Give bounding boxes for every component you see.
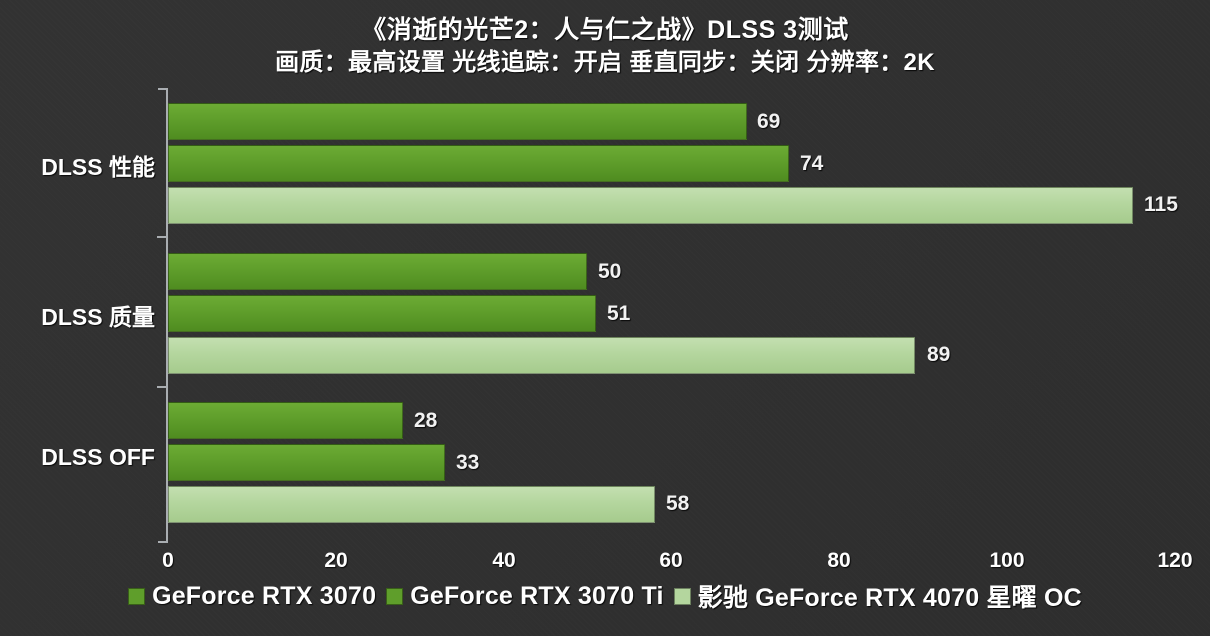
legend-label-rtx3070ti: GeForce RTX 3070 Ti (410, 581, 664, 610)
y-axis-tick-2 (157, 386, 166, 388)
bar-value-dlss-off-rtx3070: 28 (414, 409, 438, 432)
bar-dlss-quality-rtx3070ti (168, 295, 596, 332)
legend-swatch-icon-rtx4070 (673, 587, 691, 605)
legend-item-rtx4070: 影驰 GeForce RTX 4070 星曜 OC (673, 578, 1082, 614)
y-axis-top-cap (158, 88, 167, 90)
x-tick-label-60: 60 (659, 549, 683, 572)
legend-swatch-icon-rtx3070ti (386, 587, 404, 605)
chart-title-block: 《消逝的光芒2：人与仁之战》DLSS 3测试 画质：最高设置 光线追踪：开启 垂… (0, 14, 1210, 79)
bar-value-dlss-off-rtx4070: 58 (666, 492, 690, 515)
x-tick-label-40: 40 (492, 549, 516, 572)
bar-dlss-quality-rtx4070 (168, 337, 915, 374)
legend-label-rtx4070: 影驰 GeForce RTX 4070 星曜 OC (697, 584, 1082, 612)
x-tick-label-0: 0 (162, 549, 174, 572)
bar-value-dlss-performance-rtx3070: 69 (757, 110, 781, 133)
y-axis-line (166, 88, 168, 543)
bar-value-dlss-performance-rtx4070: 115 (1144, 193, 1178, 216)
x-tick-label-120: 120 (1157, 549, 1193, 572)
bar-dlss-off-rtx4070 (168, 486, 655, 523)
bar-value-dlss-off-rtx3070ti: 33 (456, 451, 480, 474)
category-label-dlss-performance: DLSS 性能 (41, 154, 155, 180)
bar-dlss-off-rtx3070ti (168, 444, 445, 481)
x-tick-label-100: 100 (989, 549, 1025, 572)
bar-dlss-off-rtx3070 (168, 402, 403, 439)
bar-dlss-quality-rtx3070 (168, 253, 587, 290)
legend-label-rtx3070: GeForce RTX 3070 (152, 581, 377, 610)
bar-value-dlss-quality-rtx4070: 89 (927, 343, 951, 366)
chart-title: 《消逝的光芒2：人与仁之战》DLSS 3测试 (361, 16, 849, 44)
y-axis-tick-1 (157, 236, 166, 238)
bar-value-dlss-performance-rtx3070ti: 74 (800, 152, 824, 175)
bar-value-dlss-quality-rtx3070ti: 51 (607, 302, 631, 325)
category-label-dlss-quality: DLSS 质量 (41, 304, 155, 330)
bar-dlss-performance-rtx4070 (168, 187, 1133, 224)
chart-legend: GeForce RTX 3070 GeForce RTX 3070 Ti 影驰 … (0, 578, 1210, 614)
x-tick-label-80: 80 (827, 549, 851, 572)
legend-item-rtx3070ti: GeForce RTX 3070 Ti (386, 582, 673, 611)
chart-subtitle: 画质：最高设置 光线追踪：开启 垂直同步：关闭 分辨率：2K (275, 49, 935, 76)
bar-value-dlss-quality-rtx3070: 50 (598, 260, 622, 283)
bar-dlss-performance-rtx3070 (168, 103, 747, 140)
category-label-dlss-off: DLSS OFF (41, 444, 155, 470)
bar-dlss-performance-rtx3070ti (168, 145, 789, 182)
y-axis-bottom-cap (158, 541, 167, 543)
legend-swatch-icon-rtx3070 (128, 587, 146, 605)
x-tick-label-20: 20 (324, 549, 348, 572)
legend-item-rtx3070: GeForce RTX 3070 (128, 582, 386, 611)
